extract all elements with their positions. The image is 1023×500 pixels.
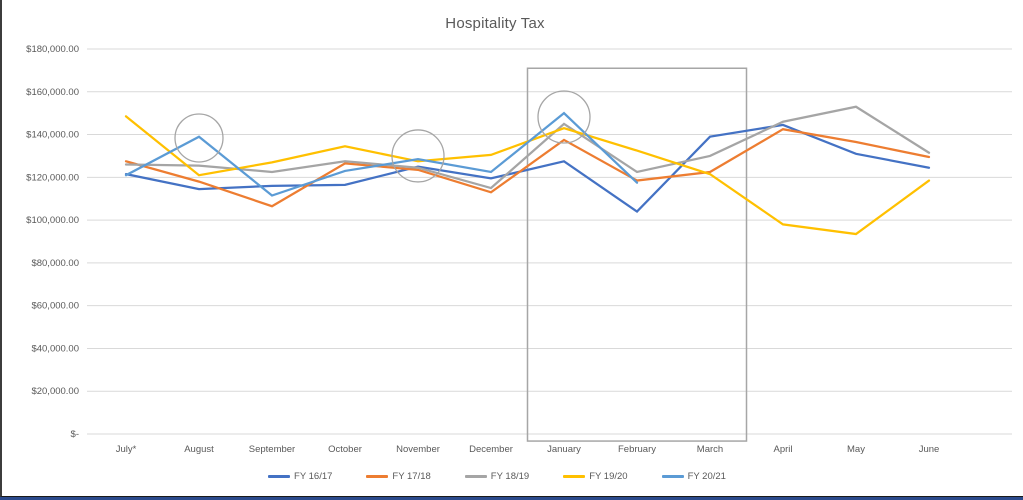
legend-item-fy1819[interactable]: FY 18/19 bbox=[464, 470, 530, 482]
x-axis-tick-label: May bbox=[847, 444, 865, 455]
y-axis-tick-label: $100,000.00 bbox=[26, 215, 79, 226]
legend-line-swatch bbox=[563, 474, 586, 478]
y-axis-tick-label: $80,000.00 bbox=[31, 258, 79, 269]
chart-title: Hospitality Tax bbox=[445, 15, 545, 32]
x-axis-tick-label: November bbox=[396, 444, 440, 455]
y-axis-tick-label: $180,000.00 bbox=[26, 44, 79, 55]
legend-label: FY 17/18 bbox=[392, 470, 431, 482]
circle-annotation bbox=[174, 113, 224, 163]
chart-legend: FY 16/17 FY 17/18 FY 18/19 FY 19/20 FY 2… bbox=[2, 463, 992, 489]
y-axis-tick-label: $160,000.00 bbox=[26, 87, 79, 98]
x-axis-tick-label: February bbox=[618, 444, 656, 455]
circle-annotation bbox=[537, 90, 591, 144]
highlight-rectangle-annotation bbox=[526, 67, 748, 442]
y-axis-tick-label: $140,000.00 bbox=[26, 130, 79, 141]
circle-annotation bbox=[391, 129, 445, 183]
x-axis-tick-label: September bbox=[249, 444, 295, 455]
y-axis-tick-label: $120,000.00 bbox=[26, 172, 79, 183]
legend-line-swatch bbox=[661, 474, 684, 478]
window-bottom-edge bbox=[0, 497, 1023, 500]
x-axis-tick-label: January bbox=[547, 444, 581, 455]
legend-line-swatch bbox=[464, 474, 487, 478]
x-axis-tick-label: April bbox=[773, 444, 792, 455]
legend-item-fy1920[interactable]: FY 19/20 bbox=[563, 470, 628, 482]
series-line-fy2021[interactable] bbox=[124, 111, 639, 197]
legend-item-fy1617[interactable]: FY 16/17 bbox=[268, 471, 332, 482]
legend-label: FY 16/17 bbox=[294, 470, 333, 482]
x-axis-tick-label: August bbox=[184, 444, 214, 455]
legend-item-fy2021[interactable]: FY 20/21 bbox=[661, 470, 726, 482]
x-axis-tick-label: March bbox=[697, 444, 723, 455]
legend-label: FY 19/20 bbox=[589, 470, 628, 482]
series-line-fy1819[interactable] bbox=[124, 105, 931, 190]
legend-line-swatch bbox=[268, 474, 291, 478]
x-axis-tick-label: December bbox=[469, 444, 513, 455]
legend-label: FY 18/19 bbox=[490, 470, 530, 482]
y-axis-tick-label: $60,000.00 bbox=[31, 301, 79, 312]
y-axis-tick-label: $- bbox=[71, 429, 79, 440]
legend-label: FY 20/21 bbox=[687, 470, 726, 482]
x-axis-tick-label: July* bbox=[116, 444, 137, 455]
legend-line-swatch bbox=[366, 474, 389, 478]
y-axis-tick-label: $20,000.00 bbox=[31, 386, 79, 397]
y-axis-tick-label: $40,000.00 bbox=[31, 343, 79, 354]
legend-item-fy1718[interactable]: FY 17/18 bbox=[366, 470, 431, 482]
series-line-fy1718[interactable] bbox=[124, 128, 931, 208]
x-axis-tick-label: October bbox=[328, 444, 362, 455]
chart-canvas[interactable]: $- $20,000.00 $40,000.00 $60,000.00 $80,000.… bbox=[2, 0, 1023, 462]
x-axis-tick-label: June bbox=[919, 444, 940, 455]
